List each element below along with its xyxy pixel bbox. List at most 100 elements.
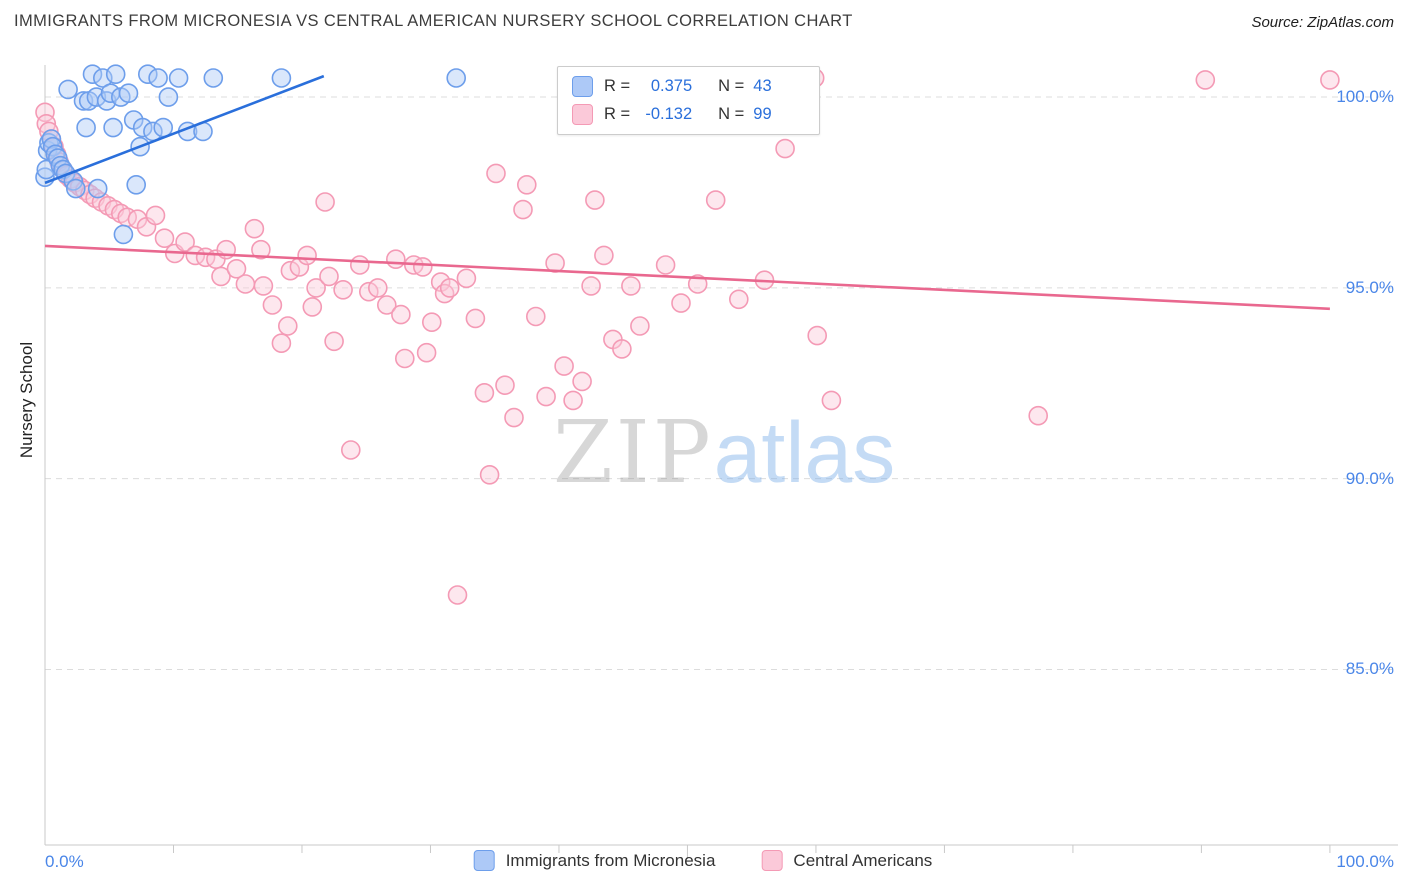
scatter-point-central-americans [376,295,397,315]
legend-row-micronesia: R = 0.375 N = 43 [572,76,805,97]
micronesia-swatch [473,850,495,871]
scatter-point-central-americans [235,274,256,294]
scatter-point-micronesia [118,83,139,103]
scatter-point-central-americans [1195,70,1216,90]
scatter-point-central-americans [594,245,614,266]
scatter-point-central-americans [439,278,460,298]
scatter-point-micronesia [42,136,63,157]
legend-item-micronesia: Immigrants from Micronesia [473,850,716,871]
scatter-point-micronesia [76,117,96,138]
scatter-point-micronesia [203,68,224,88]
scatter-point-micronesia [105,64,126,84]
scatter-point-micronesia [47,148,68,168]
scatter-point-central-americans [456,268,477,289]
scatter-point-central-americans [394,348,415,369]
scatter-point-micronesia [113,224,134,245]
scatter-point-micronesia [82,64,103,84]
legend-item-central-americans: Central Americans [761,850,932,871]
x-tick-label: 100.0% [1336,852,1394,871]
scatter-point-central-americans [525,306,546,327]
scatter-point-micronesia [271,68,292,88]
scatter-point-central-americans [271,333,292,354]
scatter-point-central-americans [349,255,370,275]
scatter-point-central-americans [367,278,388,298]
bottom-legend: Immigrants from Micronesia Central Ameri… [473,850,932,871]
n-value-micronesia: 43 [753,77,772,95]
y-tick-label: 95.0% [1345,277,1394,297]
scatter-point-central-americans [671,293,691,313]
scatter-point-central-americans [333,279,353,300]
chart-title: IMMIGRANTS FROM MICRONESIA VS CENTRAL AM… [14,12,853,30]
r-label: R = [604,105,631,123]
n-label: N = [718,105,745,123]
scatter-point-central-americans [315,192,335,212]
micronesia-swatch [572,76,593,97]
scatter-point-central-americans [262,295,283,315]
legend-row-central-americans: R = -0.132 N = 99 [572,104,805,125]
scatter-point-central-americans [572,371,592,392]
scatter-point-central-americans [306,278,326,298]
scatter-point-central-americans [581,276,601,296]
scatter-point-central-americans [705,190,726,210]
scatter-point-micronesia [41,129,62,149]
r-value-micronesia: 0.375 [650,77,693,95]
scatter-point-central-americans [340,440,361,460]
scatter-point-central-americans [251,239,271,260]
n-value-central-americans: 99 [753,105,772,123]
n-label: N = [718,77,745,95]
scatter-point-central-americans [479,464,500,485]
scatter-point-central-americans [1028,405,1048,426]
y-tick-label: 100.0% [1336,87,1394,107]
scatter-point-central-americans [465,308,486,329]
scatter-point-central-americans [554,356,574,376]
scatter-point-central-americans [621,276,641,296]
scatter-point-micronesia [103,117,123,138]
x-tick-label: 0.0% [45,852,84,871]
scatter-point-micronesia [132,117,153,138]
scatter-point-central-americans [495,375,515,396]
legend-label-micronesia: Immigrants from Micronesia [505,850,716,870]
scatter-point-micronesia [148,68,168,88]
scatter-point-micronesia [58,79,78,100]
scatter-point-central-americans [687,274,708,294]
scatter-point-central-americans [277,316,298,336]
scatter-point-central-americans [391,304,411,325]
legend-label-central-americans: Central Americans [793,850,933,870]
y-tick-label: 85.0% [1345,659,1394,679]
scatter-point-central-americans [775,138,795,159]
trend-line-central-americans [44,244,1330,311]
scatter-point-central-americans [630,316,650,336]
scatter-point-central-americans [728,289,749,310]
scatter-point-central-americans [612,339,632,359]
scatter-point-central-americans [563,390,583,411]
scatter-point-central-americans [412,257,433,277]
y-tick-label: 90.0% [1345,468,1394,488]
scatter-point-central-americans [145,205,166,226]
scatter-point-micronesia [87,178,108,199]
scatter-point-central-americans [175,232,195,252]
scatter-point-central-americans [486,163,506,184]
scatter-point-central-americans [211,266,231,287]
scatter-point-micronesia [138,64,158,84]
scatter-point-central-americans [302,297,323,317]
scatter-point-central-americans [447,585,468,605]
central-americans-swatch [761,850,783,871]
scatter-point-central-americans [536,386,556,407]
scatter-point-micronesia [126,175,146,195]
scatter-point-central-americans [253,276,274,296]
scatter-point-central-americans [585,190,605,210]
scatter-point-central-americans [655,255,676,275]
trend-line-micronesia [44,74,325,185]
scatter-point-central-americans [36,114,57,134]
scatter-point-central-americans [516,175,537,195]
scatter-point-central-americans [324,331,344,352]
r-label: R = [604,77,631,95]
scatter-point-central-americans [154,228,175,248]
scatter-point-micronesia [168,68,189,88]
scatter-point-central-americans [385,249,406,270]
scatter-point-central-americans [807,325,828,346]
source-credit: Source: ZipAtlas.com [1251,14,1394,31]
scatter-point-central-americans [226,258,247,279]
